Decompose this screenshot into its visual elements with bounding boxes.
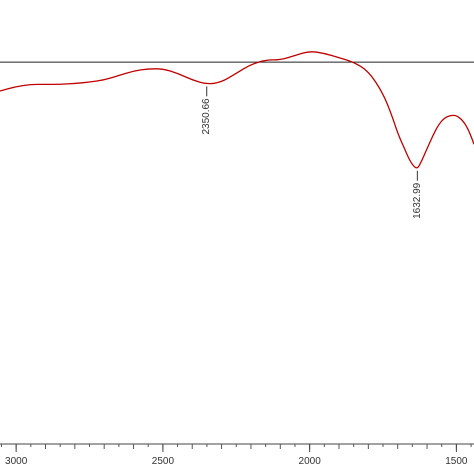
x-tick-label: 3000 <box>5 456 28 467</box>
peak-annotations: 2350.66 1632.99 <box>201 86 423 219</box>
x-tick-label: 1500 <box>445 456 468 467</box>
x-tick-label: 2000 <box>299 456 322 467</box>
transmittance-series-line <box>0 51 474 169</box>
x-tick-labels: 3000 2500 2000 1500 <box>5 456 468 467</box>
peak-label: 2350.66 <box>201 98 212 135</box>
peak-annotation: 1632.99 <box>412 170 423 219</box>
peak-annotation: 2350.66 <box>201 86 212 135</box>
x-tick-label: 2500 <box>152 456 175 467</box>
major-ticks <box>15 444 457 452</box>
peak-label: 1632.99 <box>412 182 423 219</box>
